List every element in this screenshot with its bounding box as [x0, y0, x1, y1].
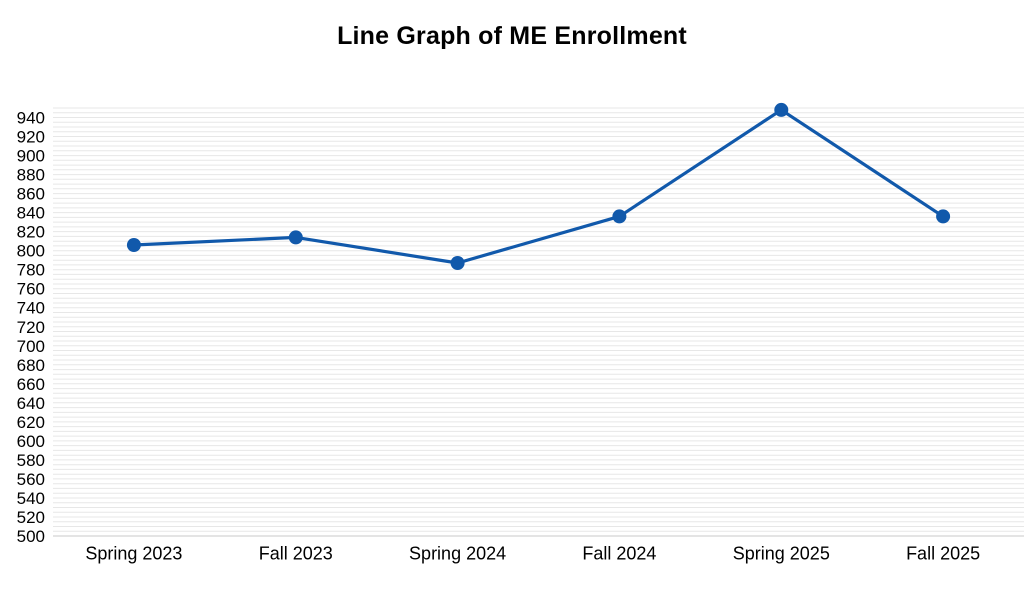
y-tick-label: 680 — [17, 356, 45, 375]
y-tick-label: 700 — [17, 337, 45, 356]
y-tick-label: 900 — [17, 147, 45, 166]
y-tick-label: 920 — [17, 127, 45, 146]
y-tick-label: 520 — [17, 508, 45, 527]
y-tick-label: 640 — [17, 394, 45, 413]
data-point — [936, 209, 951, 224]
series-line — [132, 108, 945, 265]
y-tick-label: 540 — [17, 489, 45, 508]
data-point — [612, 209, 627, 224]
chart-title: Line Graph of ME Enrollment — [337, 22, 687, 50]
y-tick-label: 820 — [17, 223, 45, 242]
x-tick-label: Spring 2024 — [409, 543, 506, 563]
x-tick-label: Fall 2023 — [259, 543, 333, 563]
y-tick-label: 600 — [17, 432, 45, 451]
y-tick-label: 500 — [17, 527, 45, 546]
y-tick-label: 760 — [17, 280, 45, 299]
data-point — [450, 256, 465, 270]
x-tick-label: Spring 2025 — [733, 543, 830, 563]
y-tick-label: 860 — [17, 185, 45, 204]
y-tick-label: 880 — [17, 166, 45, 185]
y-tick-label: 720 — [17, 318, 45, 337]
data-point — [126, 238, 141, 252]
y-tick-label: 580 — [17, 451, 45, 470]
y-tick-label: 940 — [17, 108, 45, 127]
y-tick-label: 660 — [17, 375, 45, 394]
x-tick-label: Fall 2025 — [906, 543, 980, 563]
x-tick-label: Fall 2024 — [582, 543, 656, 563]
y-tick-label: 780 — [17, 261, 45, 280]
data-point — [288, 230, 303, 245]
x-tick-label: Spring 2023 — [85, 543, 182, 563]
y-tick-label: 800 — [17, 242, 45, 261]
y-tick-label: 740 — [17, 299, 45, 318]
data-point — [774, 102, 789, 117]
y-tick-label: 840 — [17, 204, 45, 223]
y-tick-label: 620 — [17, 413, 45, 432]
y-tick-label: 560 — [17, 470, 45, 489]
